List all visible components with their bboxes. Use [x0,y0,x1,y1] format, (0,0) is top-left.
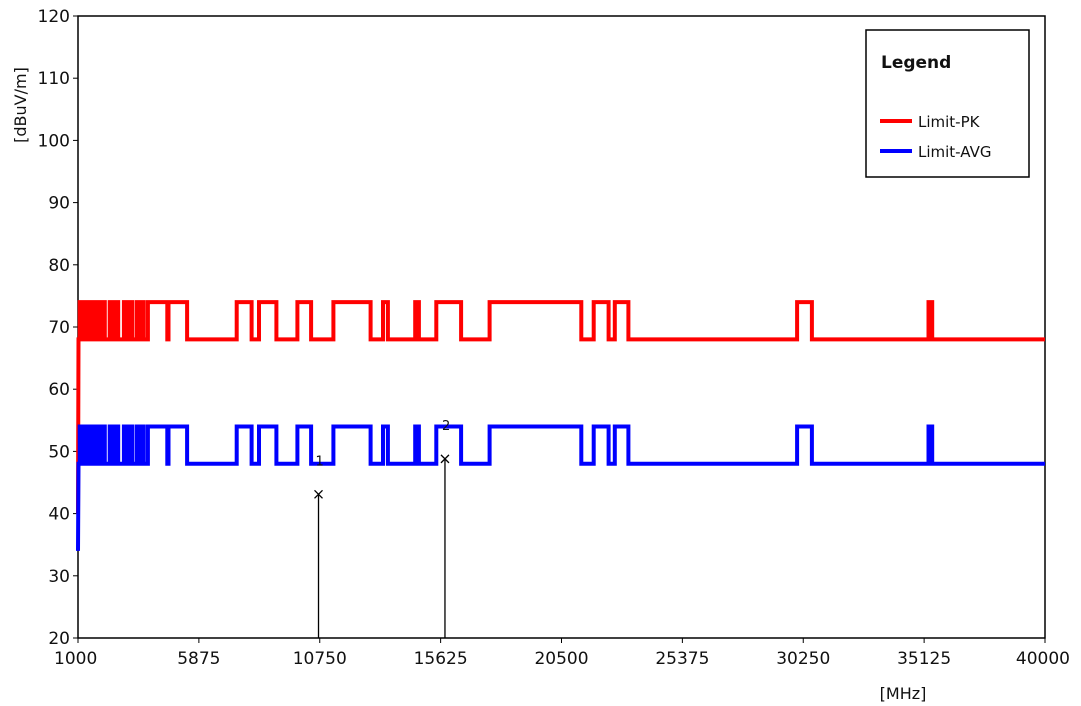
marker-point [314,489,323,499]
y-tick-label: 50 [48,442,70,462]
x-axis-ticks: 1000 5875 10750 15625 20500 25375 30250 35125 40… [54,638,1070,669]
y-tick-label: 30 [48,567,70,587]
marker-label: 1 [316,454,324,469]
marker-layer: 12 [314,419,450,638]
x-tick-label: 5875 [177,649,220,669]
x-tick-label: 40000 [1016,649,1070,669]
y-tick-label: 80 [48,256,70,276]
series-layer [76,300,1045,551]
y-tick-label: 120 [38,7,70,27]
legend: Legend Limit-PK Limit-AVG [865,29,1030,178]
x-tick-label: 10750 [293,649,347,669]
marker-label: 2 [442,419,450,434]
y-tick-label: 110 [38,69,70,89]
x-tick-label: 30250 [776,649,830,669]
legend-label-limit-pk: Limit-PK [918,113,981,131]
x-tick-label: 1000 [54,649,97,669]
x-tick-label: 15625 [414,649,468,669]
series-line-limit-pk [76,300,1045,514]
legend-title: Legend [881,53,951,73]
series-line-limit-avg [76,424,1045,551]
y-tick-label: 90 [48,194,70,214]
y-axis-title: [dBuV/m] [11,67,30,143]
y-tick-label: 60 [48,380,70,400]
y-tick-label: 70 [48,318,70,338]
x-tick-label: 35125 [897,649,951,669]
y-axis-ticks: 20 30 40 50 60 70 80 90 100 110 120 [38,7,78,649]
x-tick-label: 25375 [655,649,709,669]
x-axis-title: [MHz] [880,684,927,703]
x-tick-label: 20500 [534,649,588,669]
y-tick-label: 40 [48,505,70,525]
y-tick-label: 100 [38,131,70,151]
marker-point [440,454,450,464]
y-tick-label: 20 [48,629,70,649]
legend-label-limit-avg: Limit-AVG [918,143,991,161]
